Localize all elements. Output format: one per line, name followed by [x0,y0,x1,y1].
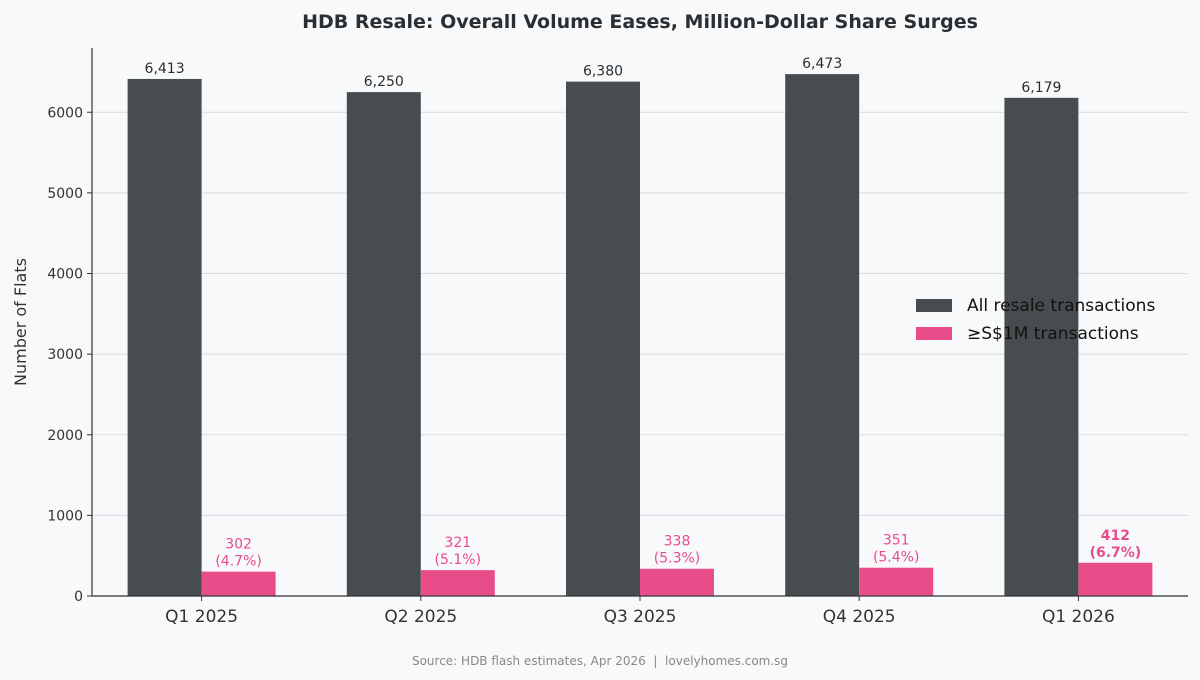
y-tick-label: 1000 [47,508,83,524]
y-tick-label: 6000 [47,105,83,121]
legend: All resale transactions ≥S$1M transaction… [916,296,1155,344]
x-tick-label: Q4 2025 [823,607,896,627]
y-tick-label: 3000 [47,347,83,363]
data-label: 302 (4.7%) [215,537,262,570]
data-label: 6,250 [364,74,404,90]
data-label: 351 (5.4%) [873,533,920,566]
data-label: 6,473 [802,56,842,72]
data-label: 321 (5.1%) [435,535,482,568]
bar-million-dollar [1078,562,1153,596]
y-tick-label: 2000 [47,428,83,444]
bar-million-dollar [640,568,714,596]
data-label: 6,413 [145,61,185,77]
y-tick-label: 5000 [47,186,83,202]
bar-all-resale [785,74,860,596]
bar-million-dollar [201,571,276,596]
x-tick-label: Q2 2025 [384,607,457,627]
bar-all-resale [346,92,421,596]
y-axis-label: Number of Flats [11,258,30,386]
bar-million-dollar [420,570,495,596]
data-label: 412 (6.7%) [1090,528,1142,561]
bar-million-dollar [859,567,934,596]
x-tick-label: Q1 2026 [1042,607,1115,627]
y-tick-label: 0 [74,589,83,605]
data-label: 338 (5.3%) [654,534,701,567]
bar-all-resale [1004,97,1079,597]
data-label: 6,179 [1021,80,1061,96]
x-tick-label: Q3 2025 [604,607,677,627]
bar-all-resale [127,78,202,597]
footer-source: Source: HDB flash estimates, Apr 2026 | … [412,654,788,668]
y-tick-label: 4000 [47,267,83,283]
legend-swatch [916,299,952,312]
bar-all-resale [566,81,640,597]
legend-label: ≥S$1M transactions [967,324,1139,344]
chart-title: HDB Resale: Overall Volume Eases, Millio… [302,11,978,33]
legend-label: All resale transactions [967,296,1155,316]
x-tick-label: Q1 2025 [165,607,238,627]
legend-swatch [916,327,952,340]
data-label: 6,380 [583,64,623,80]
